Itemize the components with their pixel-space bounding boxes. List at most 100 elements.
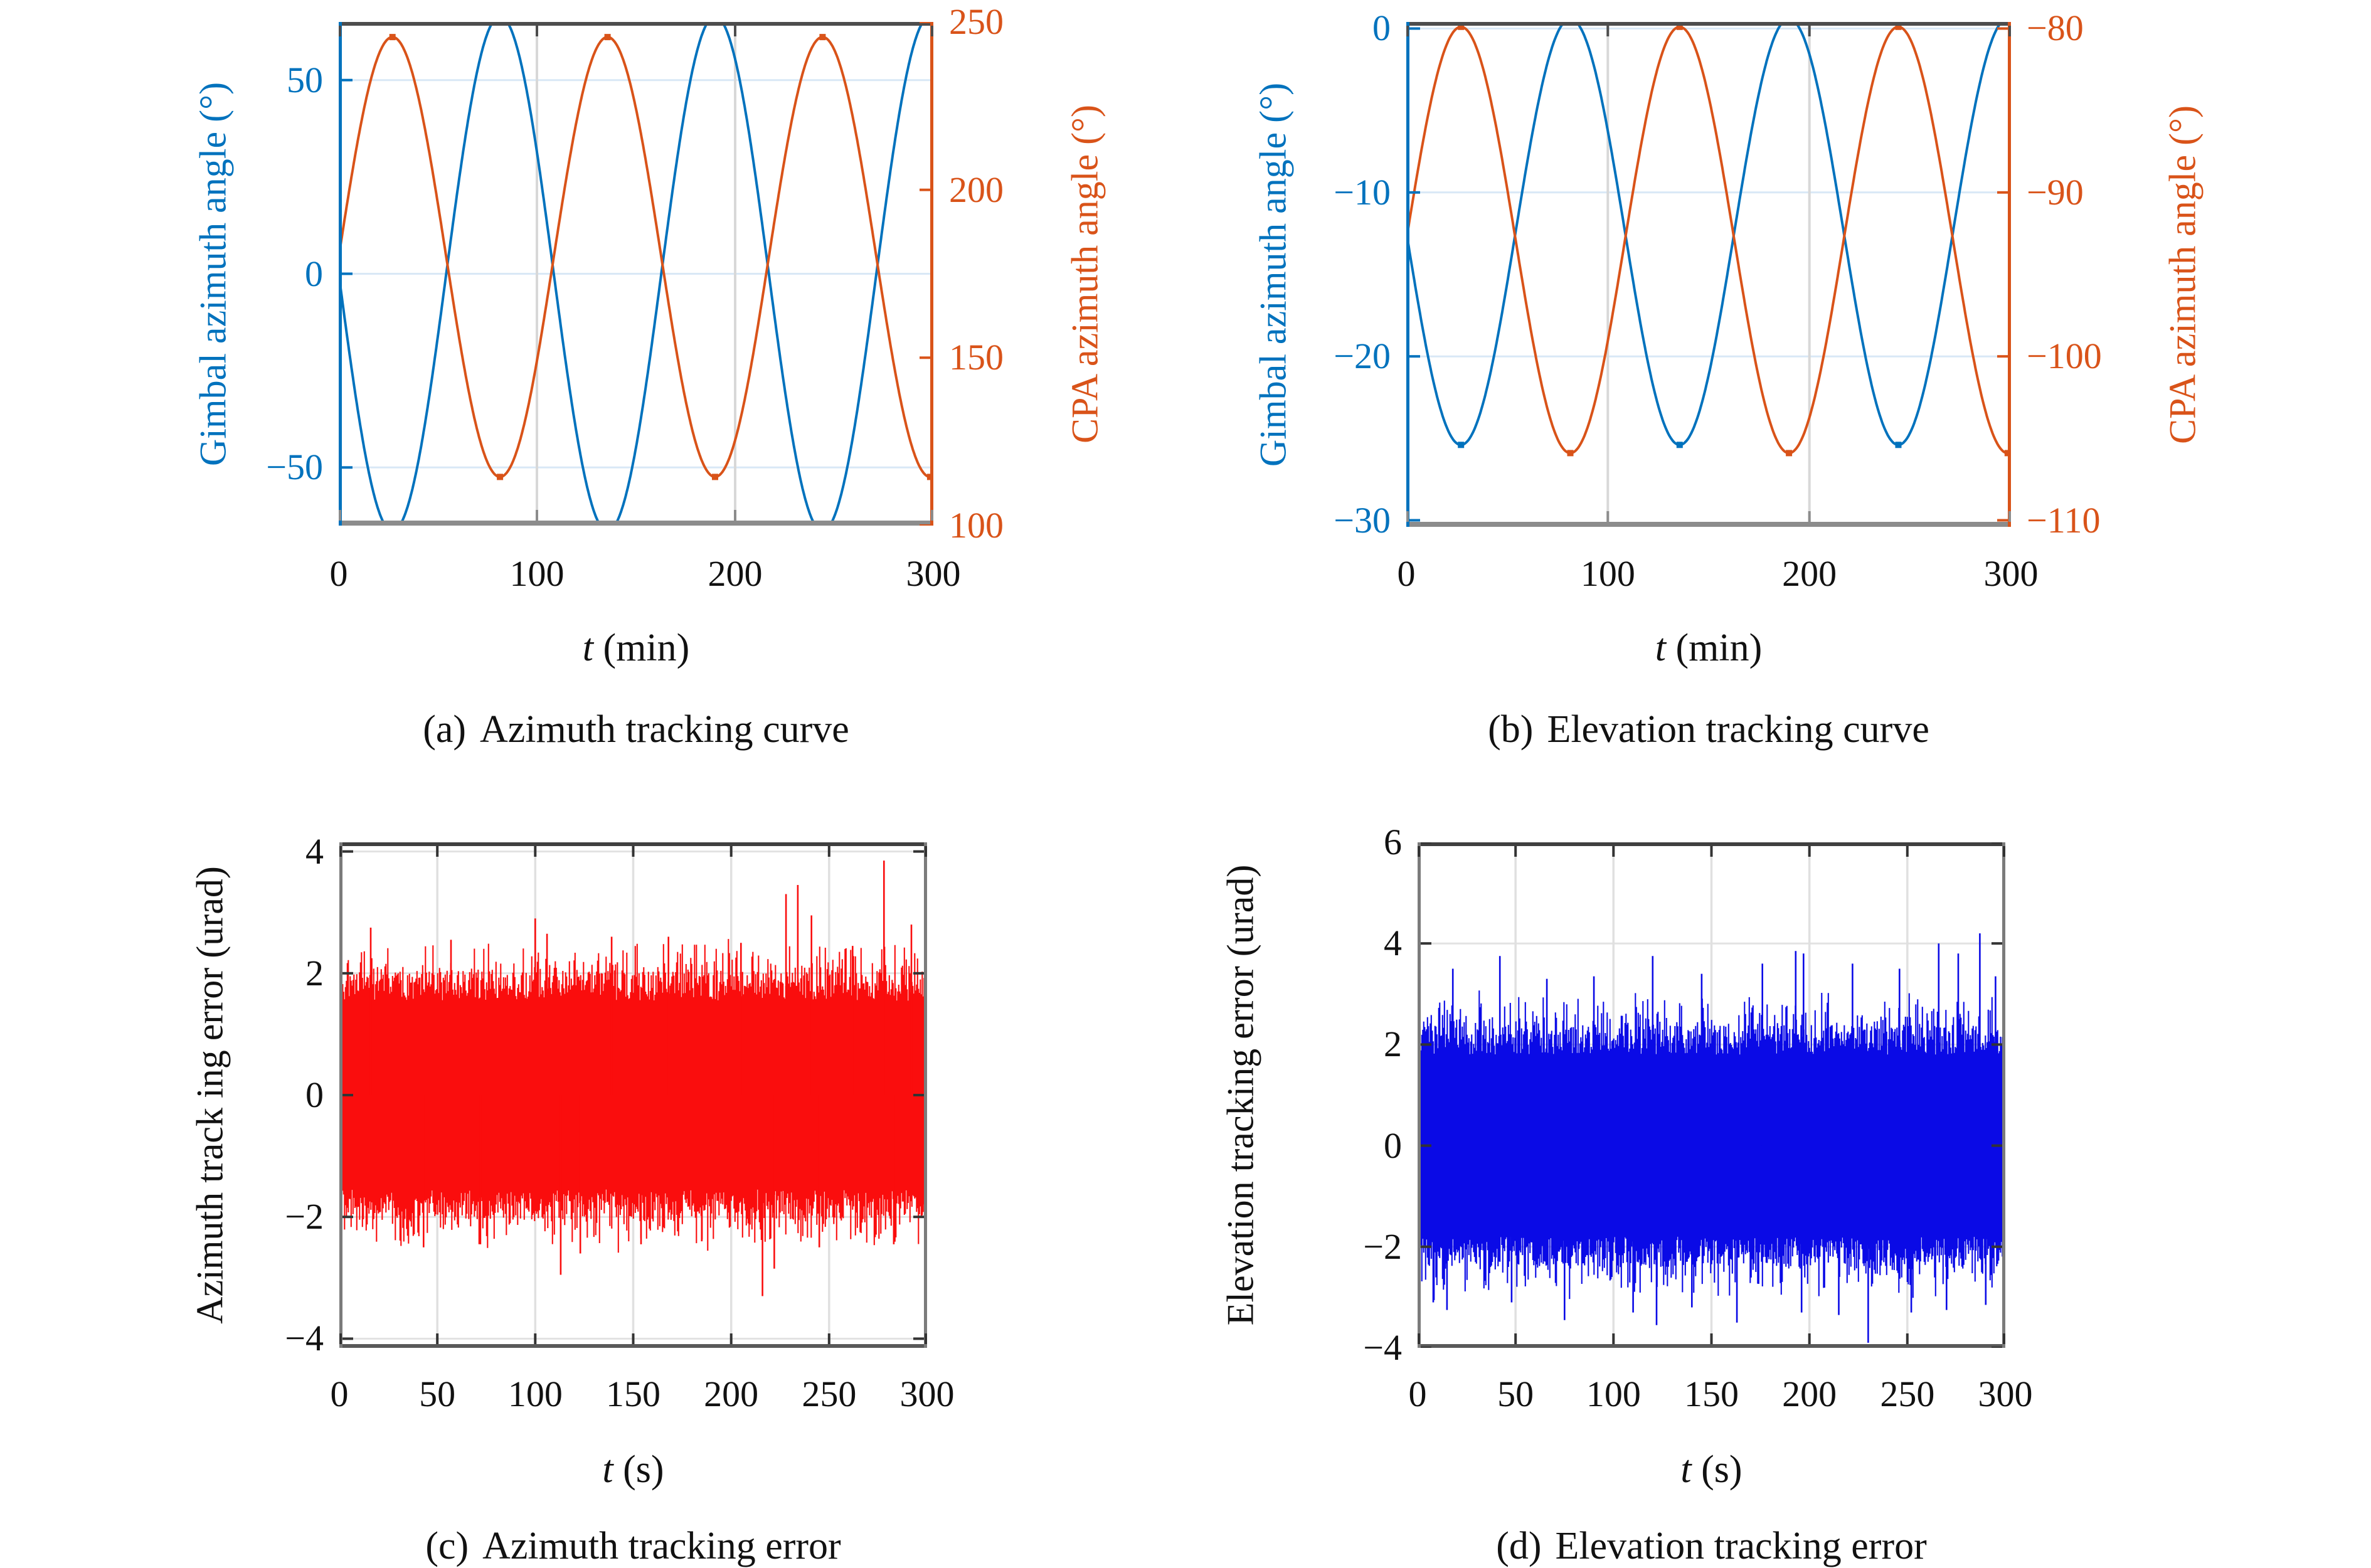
x-tick-mark — [632, 846, 635, 857]
y-axis-label-left: Elevation tracking error (urad) — [1219, 864, 1261, 1326]
x-axis-variable: t — [1680, 1448, 1692, 1491]
x-tick-mark — [536, 26, 538, 36]
y-tick-mark — [342, 272, 353, 275]
left-tick-label: 0 — [305, 253, 323, 294]
x-tick-mark — [931, 26, 933, 36]
curve-cpa_orange — [339, 36, 933, 479]
y-tick-mark — [1997, 355, 2008, 358]
y-tick-mark — [1409, 191, 1420, 194]
y-tick-mark — [920, 22, 930, 23]
axis-spine — [1418, 1344, 2005, 1348]
x-tick-mark — [931, 510, 933, 521]
y-axis-label-right: CPA azimuth angle (°) — [1064, 104, 1106, 443]
axis-spine — [1418, 842, 2005, 846]
marker — [926, 474, 933, 480]
x-tick-label: 100 — [509, 553, 565, 594]
caption-text: Azimuth tracking error — [482, 1525, 841, 1567]
plot-background — [1406, 22, 2011, 527]
left-tick-label: 0 — [305, 1074, 324, 1115]
right-tick-label: 150 — [949, 337, 1004, 378]
marker — [1676, 442, 1683, 448]
x-tick-label: 100 — [507, 1374, 563, 1414]
x-tick-mark — [2003, 1333, 2005, 1344]
axes-b — [1406, 22, 2011, 527]
marker — [497, 474, 504, 480]
x-tick-label: 150 — [1684, 1374, 1739, 1414]
y-tick-mark — [1421, 1347, 1431, 1348]
left-tick-label: −4 — [285, 1318, 324, 1359]
y-axis-label-left: Azimuth track ing error (urad) — [189, 866, 231, 1324]
caption-text: Elevation tracking error — [1555, 1525, 1927, 1567]
caption-text: Elevation tracking curve — [1547, 708, 1929, 751]
x-tick-mark — [436, 846, 439, 857]
left-tick-label: −30 — [1334, 499, 1391, 541]
y-tick-mark — [342, 466, 353, 469]
x-tick-mark — [1406, 511, 1409, 522]
x-axis-unit: (min) — [1675, 627, 1763, 669]
x-tick-label: 200 — [704, 1374, 759, 1414]
curve-cpa_orange — [1406, 25, 2011, 455]
left-tick-label: −2 — [285, 1196, 324, 1237]
x-axis-label: t (min) — [1655, 626, 1762, 670]
x-tick-mark — [1606, 511, 1610, 522]
y-axis-label-left: Gimbal azimuth angle (°) — [1252, 82, 1294, 467]
axis-spine — [2002, 842, 2005, 1348]
left-tick-label: 0 — [1372, 8, 1391, 49]
y-tick-mark — [1409, 27, 1420, 30]
x-tick-mark — [827, 846, 830, 857]
x-tick-label: 0 — [329, 553, 348, 594]
x-tick-mark — [734, 26, 736, 36]
x-tick-mark — [1906, 846, 1909, 857]
x-tick-mark — [339, 1333, 342, 1344]
left-tick-label: 0 — [1384, 1125, 1402, 1166]
y-tick-mark — [342, 78, 353, 82]
marker — [1786, 450, 1793, 457]
x-tick-mark — [1808, 511, 1811, 522]
axis-spine — [924, 842, 927, 1348]
subplot-caption: (c) Azimuth tracking error — [425, 1524, 841, 1568]
right-tick-label: −90 — [2027, 171, 2084, 213]
axis-spine — [1406, 22, 1409, 527]
axis-spine — [339, 1344, 927, 1348]
y-tick-mark — [1421, 1043, 1431, 1046]
noise-spikes-error_blue — [1432, 933, 1997, 1343]
axes-c — [339, 842, 927, 1348]
y-tick-mark — [1997, 519, 2008, 522]
caption-prefix: (d) — [1496, 1525, 1542, 1567]
marker — [1567, 450, 1574, 457]
x-tick-mark — [1514, 846, 1517, 857]
y-tick-mark — [913, 972, 924, 975]
y-tick-mark — [342, 1216, 353, 1219]
right-tick-label: −100 — [2027, 336, 2102, 377]
curve-gimbal_blue — [339, 22, 933, 526]
marker — [1895, 23, 1902, 30]
x-tick-label: 150 — [606, 1374, 660, 1414]
x-tick-mark — [729, 846, 733, 857]
curve-gimbal_blue — [1406, 22, 2011, 447]
y-tick-mark — [1992, 1043, 2002, 1046]
y-tick-mark — [1997, 191, 2008, 194]
x-tick-mark — [925, 846, 927, 857]
axis-spine — [1418, 842, 1421, 1348]
y-tick-mark — [1992, 1144, 2002, 1147]
x-tick-label: 0 — [1408, 1374, 1427, 1414]
x-axis-label: t (s) — [1680, 1448, 1742, 1492]
x-tick-mark — [1406, 26, 1409, 36]
y-tick-mark — [342, 1094, 353, 1096]
x-axis-unit: (min) — [603, 627, 690, 669]
right-tick-label: 100 — [949, 505, 1004, 546]
right-tick-label: −110 — [2027, 499, 2101, 541]
axis-spine — [339, 22, 933, 26]
x-tick-label: 200 — [1782, 1374, 1837, 1414]
marker — [1458, 442, 1465, 448]
y-tick-mark — [1421, 1144, 1431, 1147]
caption-prefix: (a) — [423, 708, 467, 751]
axis-spine — [1406, 522, 2011, 527]
y-tick-mark — [1992, 842, 2002, 844]
y-tick-mark — [1409, 519, 1420, 522]
x-tick-mark — [1612, 846, 1615, 857]
left-tick-label: 4 — [1384, 923, 1402, 964]
right-tick-label: 200 — [949, 169, 1004, 210]
x-tick-mark — [1808, 1333, 1811, 1344]
